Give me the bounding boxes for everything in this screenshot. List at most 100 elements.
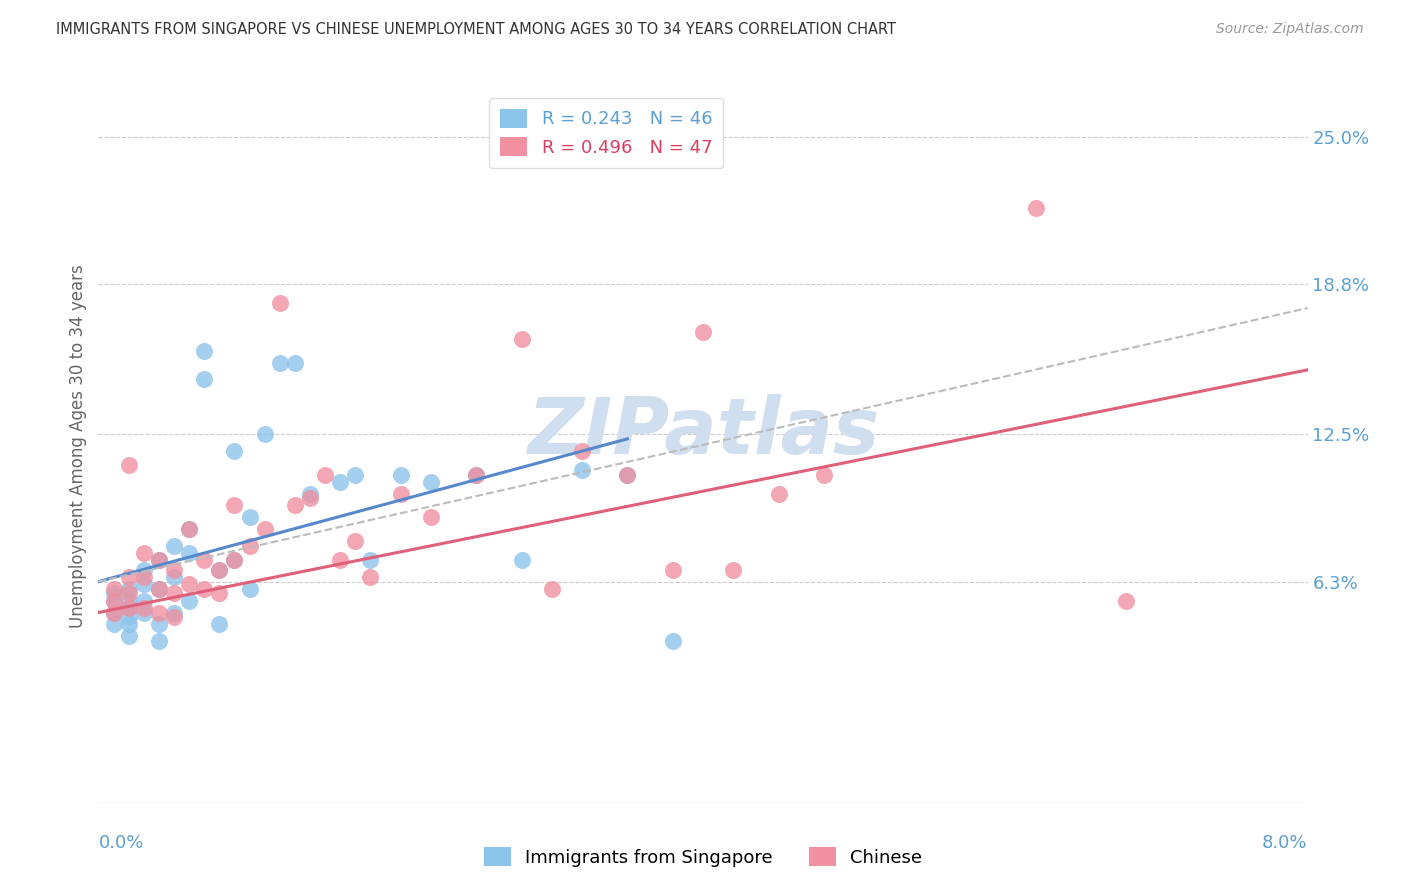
- Point: [662, 634, 685, 648]
- Point: [253, 522, 276, 536]
- Point: [103, 582, 125, 596]
- Point: [239, 539, 262, 553]
- Point: [118, 593, 141, 607]
- Point: [103, 606, 125, 620]
- Point: [208, 563, 231, 577]
- Point: [224, 553, 246, 567]
- Point: [239, 510, 262, 524]
- Point: [163, 570, 186, 584]
- Point: [541, 582, 564, 596]
- Point: [768, 486, 790, 500]
- Text: 0.0%: 0.0%: [98, 834, 143, 852]
- Point: [132, 546, 155, 560]
- Point: [389, 486, 412, 500]
- Point: [118, 600, 141, 615]
- Point: [163, 539, 186, 553]
- Point: [208, 586, 231, 600]
- Point: [299, 491, 322, 506]
- Legend: R = 0.243   N = 46, R = 0.496   N = 47: R = 0.243 N = 46, R = 0.496 N = 47: [489, 98, 723, 168]
- Point: [179, 522, 201, 536]
- Point: [118, 610, 141, 624]
- Point: [813, 467, 835, 482]
- Point: [118, 617, 141, 632]
- Point: [132, 593, 155, 607]
- Point: [344, 534, 367, 549]
- Point: [179, 577, 201, 591]
- Point: [132, 577, 155, 591]
- Point: [193, 553, 215, 567]
- Point: [616, 467, 638, 482]
- Point: [118, 600, 141, 615]
- Point: [1115, 593, 1137, 607]
- Point: [571, 463, 593, 477]
- Point: [103, 617, 125, 632]
- Point: [253, 427, 276, 442]
- Legend: Immigrants from Singapore, Chinese: Immigrants from Singapore, Chinese: [477, 840, 929, 874]
- Point: [148, 606, 170, 620]
- Point: [299, 486, 322, 500]
- Point: [389, 467, 412, 482]
- Point: [510, 553, 533, 567]
- Point: [103, 606, 125, 620]
- Point: [132, 570, 155, 584]
- Point: [193, 343, 215, 358]
- Point: [208, 617, 231, 632]
- Text: IMMIGRANTS FROM SINGAPORE VS CHINESE UNEMPLOYMENT AMONG AGES 30 TO 34 YEARS CORR: IMMIGRANTS FROM SINGAPORE VS CHINESE UNE…: [56, 22, 896, 37]
- Point: [465, 467, 488, 482]
- Point: [118, 570, 141, 584]
- Point: [329, 553, 352, 567]
- Point: [662, 563, 685, 577]
- Point: [420, 510, 443, 524]
- Point: [103, 593, 125, 607]
- Point: [179, 522, 201, 536]
- Point: [314, 467, 336, 482]
- Y-axis label: Unemployment Among Ages 30 to 34 years: Unemployment Among Ages 30 to 34 years: [69, 264, 87, 628]
- Point: [132, 600, 155, 615]
- Point: [344, 467, 367, 482]
- Point: [208, 563, 231, 577]
- Point: [224, 443, 246, 458]
- Point: [193, 582, 215, 596]
- Point: [103, 593, 125, 607]
- Point: [420, 475, 443, 489]
- Point: [163, 606, 186, 620]
- Point: [692, 325, 714, 339]
- Point: [118, 629, 141, 643]
- Point: [148, 553, 170, 567]
- Point: [193, 372, 215, 386]
- Point: [163, 563, 186, 577]
- Point: [465, 467, 488, 482]
- Point: [360, 553, 382, 567]
- Point: [118, 582, 141, 596]
- Point: [148, 617, 170, 632]
- Point: [163, 586, 186, 600]
- Point: [269, 296, 291, 310]
- Point: [329, 475, 352, 489]
- Point: [118, 586, 141, 600]
- Point: [224, 553, 246, 567]
- Point: [148, 634, 170, 648]
- Point: [148, 582, 170, 596]
- Text: Source: ZipAtlas.com: Source: ZipAtlas.com: [1216, 22, 1364, 37]
- Point: [723, 563, 745, 577]
- Point: [118, 458, 141, 472]
- Point: [360, 570, 382, 584]
- Text: 8.0%: 8.0%: [1263, 834, 1308, 852]
- Point: [132, 606, 155, 620]
- Point: [284, 356, 307, 370]
- Point: [148, 582, 170, 596]
- Point: [239, 582, 262, 596]
- Point: [510, 332, 533, 346]
- Point: [179, 593, 201, 607]
- Point: [148, 553, 170, 567]
- Point: [132, 563, 155, 577]
- Point: [1025, 201, 1047, 215]
- Point: [616, 467, 638, 482]
- Point: [163, 610, 186, 624]
- Point: [179, 546, 201, 560]
- Text: ZIPatlas: ZIPatlas: [527, 393, 879, 470]
- Point: [571, 443, 593, 458]
- Point: [284, 499, 307, 513]
- Point: [224, 499, 246, 513]
- Point: [269, 356, 291, 370]
